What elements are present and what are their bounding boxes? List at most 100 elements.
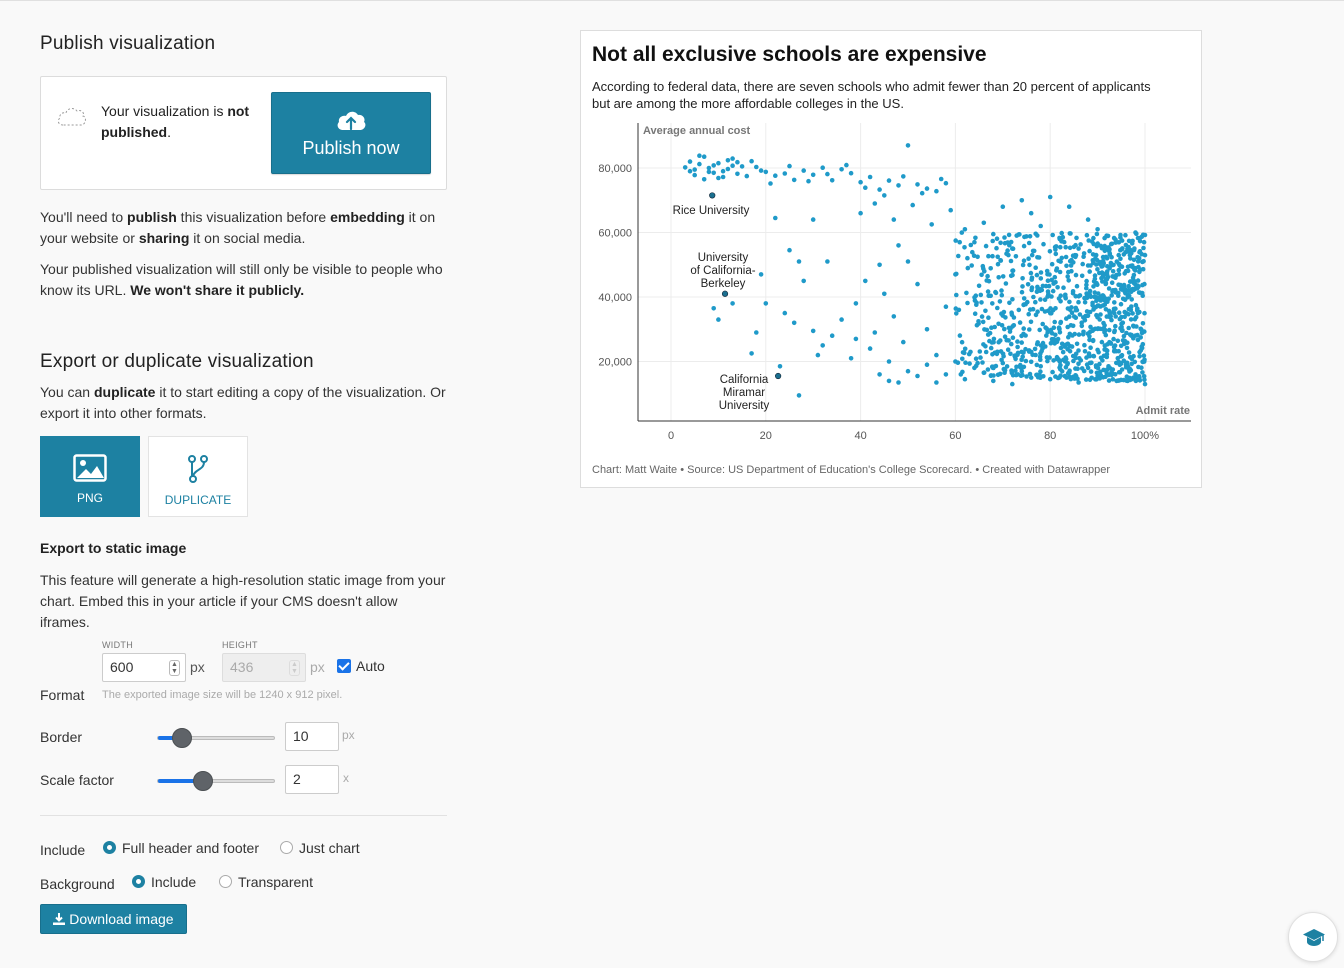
data-point	[982, 269, 987, 274]
download-image-button[interactable]: Download image	[40, 904, 187, 934]
data-point	[820, 343, 825, 348]
data-point	[1067, 314, 1072, 320]
data-point	[1125, 268, 1131, 274]
data-point	[1027, 234, 1033, 239]
data-point	[915, 182, 920, 187]
data-point	[1047, 376, 1053, 382]
data-point	[1118, 256, 1123, 262]
y-tick-label: 60,000	[598, 228, 632, 240]
data-point	[1114, 259, 1120, 264]
duplicate-tile[interactable]: DUPLICATE	[148, 436, 248, 517]
data-point	[1088, 324, 1093, 330]
data-point	[962, 350, 967, 356]
scale-slider[interactable]	[157, 771, 275, 791]
help-button[interactable]	[1288, 912, 1338, 962]
data-point	[891, 217, 897, 222]
data-point	[1100, 326, 1105, 332]
data-point	[985, 289, 991, 294]
data-point	[754, 164, 759, 170]
data-point	[1011, 323, 1017, 328]
fork-icon	[188, 455, 208, 483]
data-point	[692, 167, 697, 172]
data-point	[1048, 340, 1054, 346]
data-point	[1023, 358, 1029, 364]
data-point	[1124, 360, 1129, 366]
include-chart-radio[interactable]	[280, 841, 293, 854]
data-point	[1103, 332, 1109, 338]
data-point	[1053, 332, 1058, 338]
data-point	[1008, 273, 1014, 279]
data-point	[1123, 250, 1128, 255]
data-point	[716, 160, 721, 166]
width-stepper[interactable]: ▲ ▼	[169, 660, 180, 676]
data-point	[1033, 265, 1038, 270]
data-point	[1131, 257, 1137, 263]
data-point	[1091, 241, 1096, 247]
data-point	[924, 362, 930, 368]
data-point	[980, 263, 986, 269]
data-point	[997, 299, 1003, 304]
x-axis-title: Admit rate	[1136, 405, 1190, 417]
data-point	[1071, 314, 1077, 319]
data-point	[1020, 262, 1026, 268]
data-point	[1096, 291, 1101, 296]
data-point	[1021, 258, 1027, 263]
data-point	[983, 243, 989, 249]
data-point	[1050, 288, 1056, 294]
data-point	[1076, 332, 1082, 337]
data-point	[820, 165, 825, 170]
data-point	[1052, 274, 1058, 280]
data-point	[1122, 314, 1127, 320]
data-point	[1118, 326, 1123, 331]
annotation-miramar-line: Miramar	[723, 387, 765, 399]
data-point	[1028, 210, 1034, 216]
data-point	[1102, 343, 1108, 348]
image-icon	[73, 454, 107, 482]
data-point	[1119, 367, 1125, 372]
auto-checkbox[interactable]	[337, 659, 351, 673]
data-point	[1057, 358, 1063, 364]
data-point	[1023, 346, 1028, 352]
data-point	[1032, 346, 1038, 352]
data-point	[1080, 261, 1085, 267]
data-point	[1045, 294, 1050, 299]
data-point	[901, 174, 906, 179]
data-point	[1019, 340, 1024, 345]
data-point	[1127, 252, 1133, 258]
data-point	[1118, 264, 1123, 269]
border-slider-knob[interactable]	[171, 728, 192, 748]
png-tile[interactable]: PNG	[40, 436, 140, 517]
data-point	[954, 311, 959, 316]
data-point	[1071, 244, 1077, 250]
duplicate-tile-label: DUPLICATE	[164, 493, 232, 507]
data-point	[1072, 331, 1077, 337]
data-point	[1023, 333, 1028, 338]
data-point	[1104, 354, 1110, 360]
data-point	[1024, 234, 1029, 239]
data-point	[1119, 314, 1124, 320]
download-image-label: Download image	[69, 911, 174, 927]
scale-slider-knob[interactable]	[192, 771, 213, 791]
export-title: Export or duplicate visualization	[40, 351, 314, 372]
data-point	[938, 176, 944, 182]
include-full-radio[interactable]	[103, 841, 116, 854]
data-point	[1137, 238, 1143, 244]
x-tick-label: 40	[854, 430, 866, 442]
width-input[interactable]: 600 ▲ ▼	[102, 653, 186, 682]
publish-now-button[interactable]: Publish now	[271, 92, 431, 174]
data-point	[1111, 336, 1116, 342]
data-point	[955, 360, 961, 366]
background-include-radio[interactable]	[132, 875, 145, 888]
border-slider[interactable]	[157, 728, 275, 748]
data-point	[787, 163, 792, 169]
data-point	[1120, 338, 1126, 343]
x-tick-label: 0	[668, 430, 674, 442]
scale-input[interactable]: 2	[285, 765, 339, 794]
border-input[interactable]: 10	[285, 722, 339, 751]
background-transparent-radio[interactable]	[219, 875, 232, 888]
data-point	[1039, 306, 1045, 312]
data-point	[1129, 287, 1135, 292]
data-point	[981, 220, 987, 226]
data-point	[825, 259, 830, 264]
data-point	[991, 336, 997, 342]
